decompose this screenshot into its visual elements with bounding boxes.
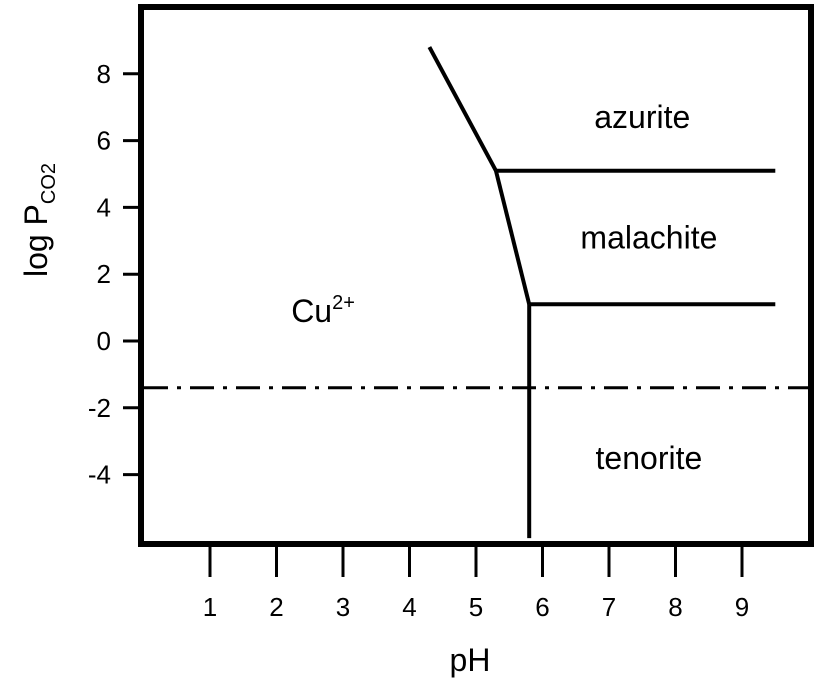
x-tick-label: 1 [203,592,217,622]
y-axis-title-main: log P [18,204,54,277]
y-axis-title-subscript: CO2 [38,163,60,204]
x-tick-label: 2 [269,592,283,622]
x-axis-title: pH [450,642,491,678]
phase-boundaries [427,46,776,539]
y-axis-ticks: 8 6 4 2 0 -2 -4 [88,59,141,490]
x-tick-label: 6 [535,592,549,622]
y-tick-label: 6 [97,126,111,156]
y-tick-label: 2 [97,259,111,289]
y-axis-title: log PCO2 [18,163,60,277]
x-tick-label: 3 [336,592,350,622]
x-tick-label: 4 [402,592,416,622]
boundary-cu2-azurite [427,46,498,172]
x-axis-ticks: 1 2 3 4 5 6 7 8 9 [203,547,749,622]
y-tick-label: -4 [88,460,111,490]
y-tick-label: -2 [88,393,111,423]
plot-frame [138,4,814,547]
boundary-cu2-malachite [493,170,532,305]
region-label-malachite: malachite [580,219,717,255]
region-label-cu: Cu2+ [291,292,355,329]
x-tick-label: 9 [735,592,749,622]
y-tick-label: 4 [97,192,111,222]
region-labels: azurite malachite Cu2+ tenorite [291,99,717,476]
x-tick-label: 5 [469,592,483,622]
y-tick-label: 8 [97,59,111,89]
region-label-tenorite: tenorite [596,440,703,476]
x-tick-label: 8 [668,592,682,622]
x-tick-label: 7 [602,592,616,622]
region-label-azurite: azurite [594,99,690,135]
y-tick-label: 0 [97,326,111,356]
